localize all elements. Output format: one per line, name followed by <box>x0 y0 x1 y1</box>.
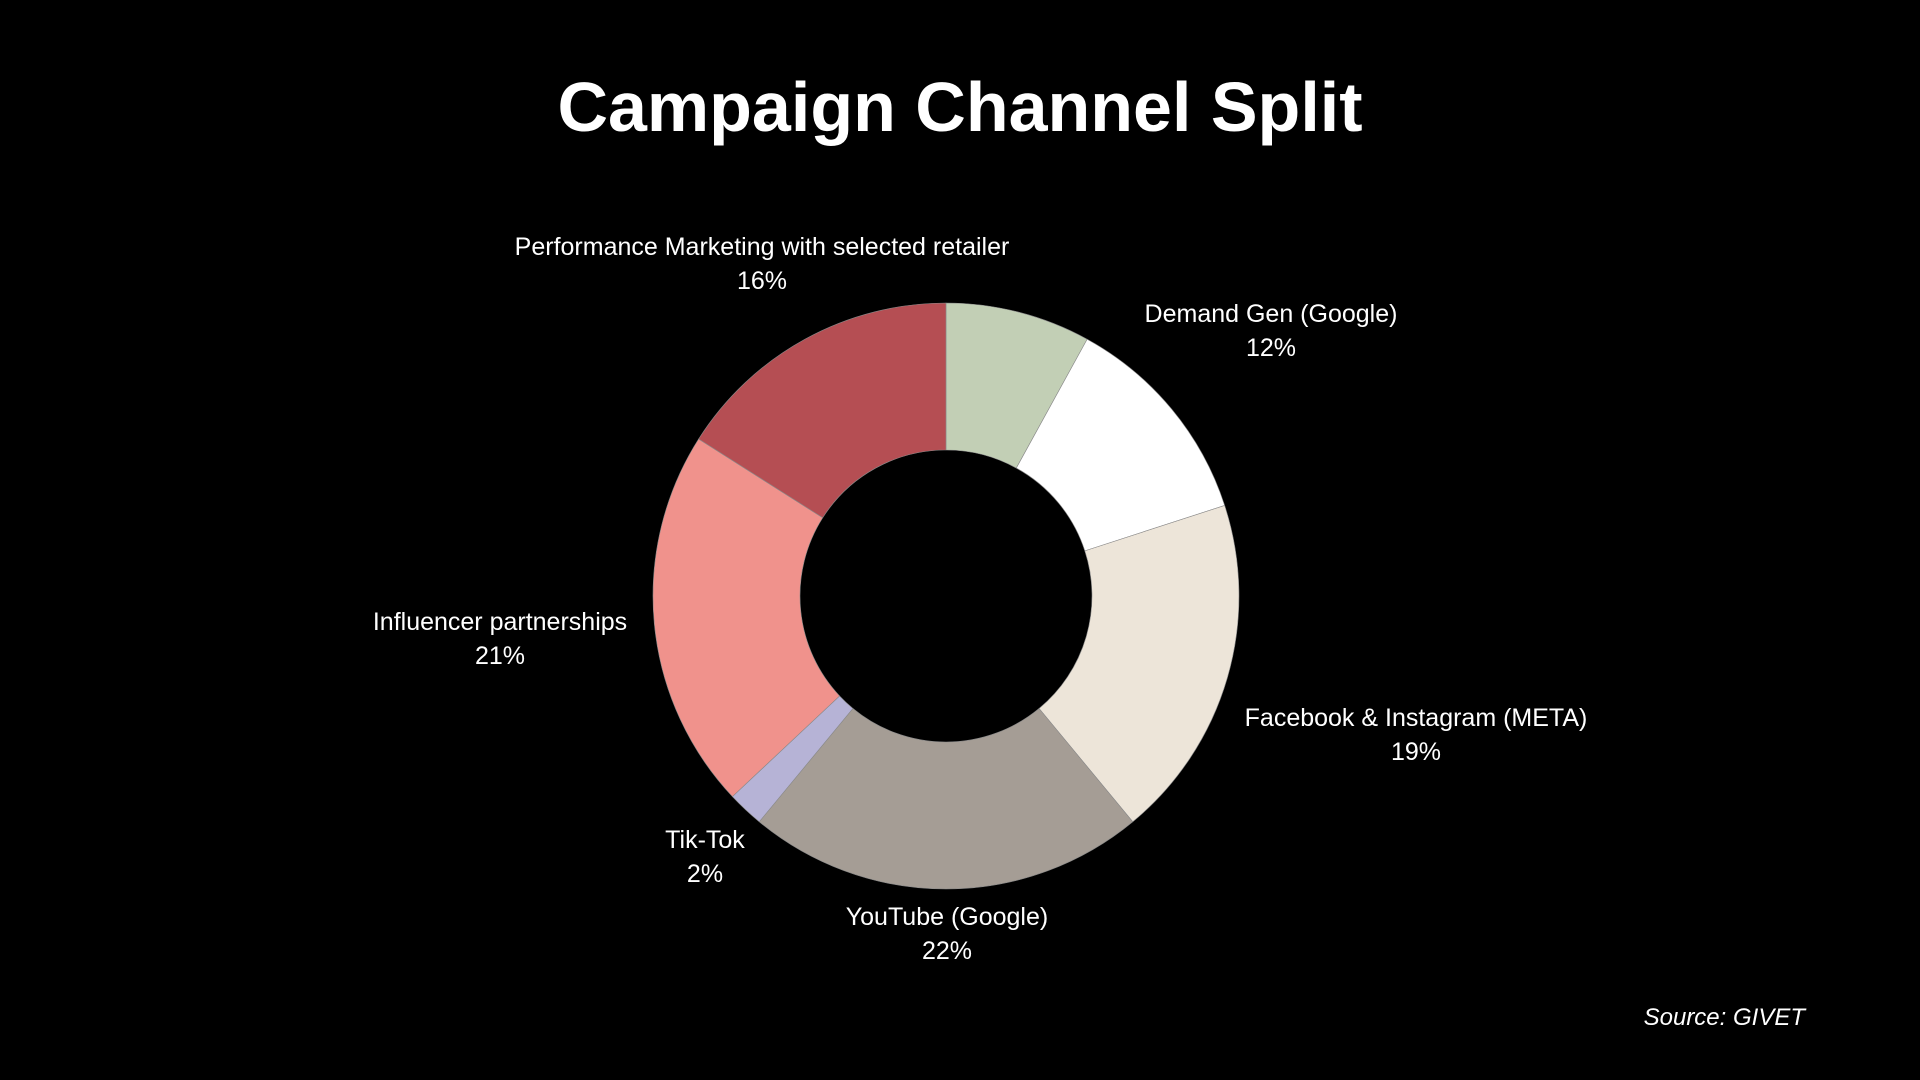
donut-slice-6 <box>698 302 947 519</box>
slice-label-4: Tik-Tok <box>665 826 745 854</box>
slice-label-1: Demand Gen (Google) <box>1145 300 1398 328</box>
slice-label-2: Facebook & Instagram (META) <box>1245 704 1588 732</box>
donut-slice-1 <box>1015 338 1226 552</box>
slice-percent-5: 21% <box>475 642 525 670</box>
donut-slice-3 <box>758 708 1134 890</box>
chart-title: Campaign Channel Split <box>557 68 1363 146</box>
slice-label-5: Influencer partnerships <box>373 608 627 636</box>
donut-slice-5 <box>652 438 840 797</box>
slice-label-6: Performance Marketing with selected reta… <box>515 233 1010 261</box>
slices-layer <box>652 302 1240 890</box>
slice-label-3: YouTube (Google) <box>846 903 1048 931</box>
slice-percent-4: 2% <box>687 860 723 888</box>
slice-percent-2: 19% <box>1391 738 1441 766</box>
slice-percent-3: 22% <box>922 937 972 965</box>
slice-percent-6: 16% <box>737 267 787 295</box>
source-note: Source: GIVET <box>1643 1004 1805 1031</box>
labels-layer: Demand Gen (Google) 12% Facebook & Instagr… <box>373 233 1588 965</box>
slice-percent-1: 12% <box>1246 334 1296 362</box>
donut-slice-2 <box>1038 505 1240 823</box>
